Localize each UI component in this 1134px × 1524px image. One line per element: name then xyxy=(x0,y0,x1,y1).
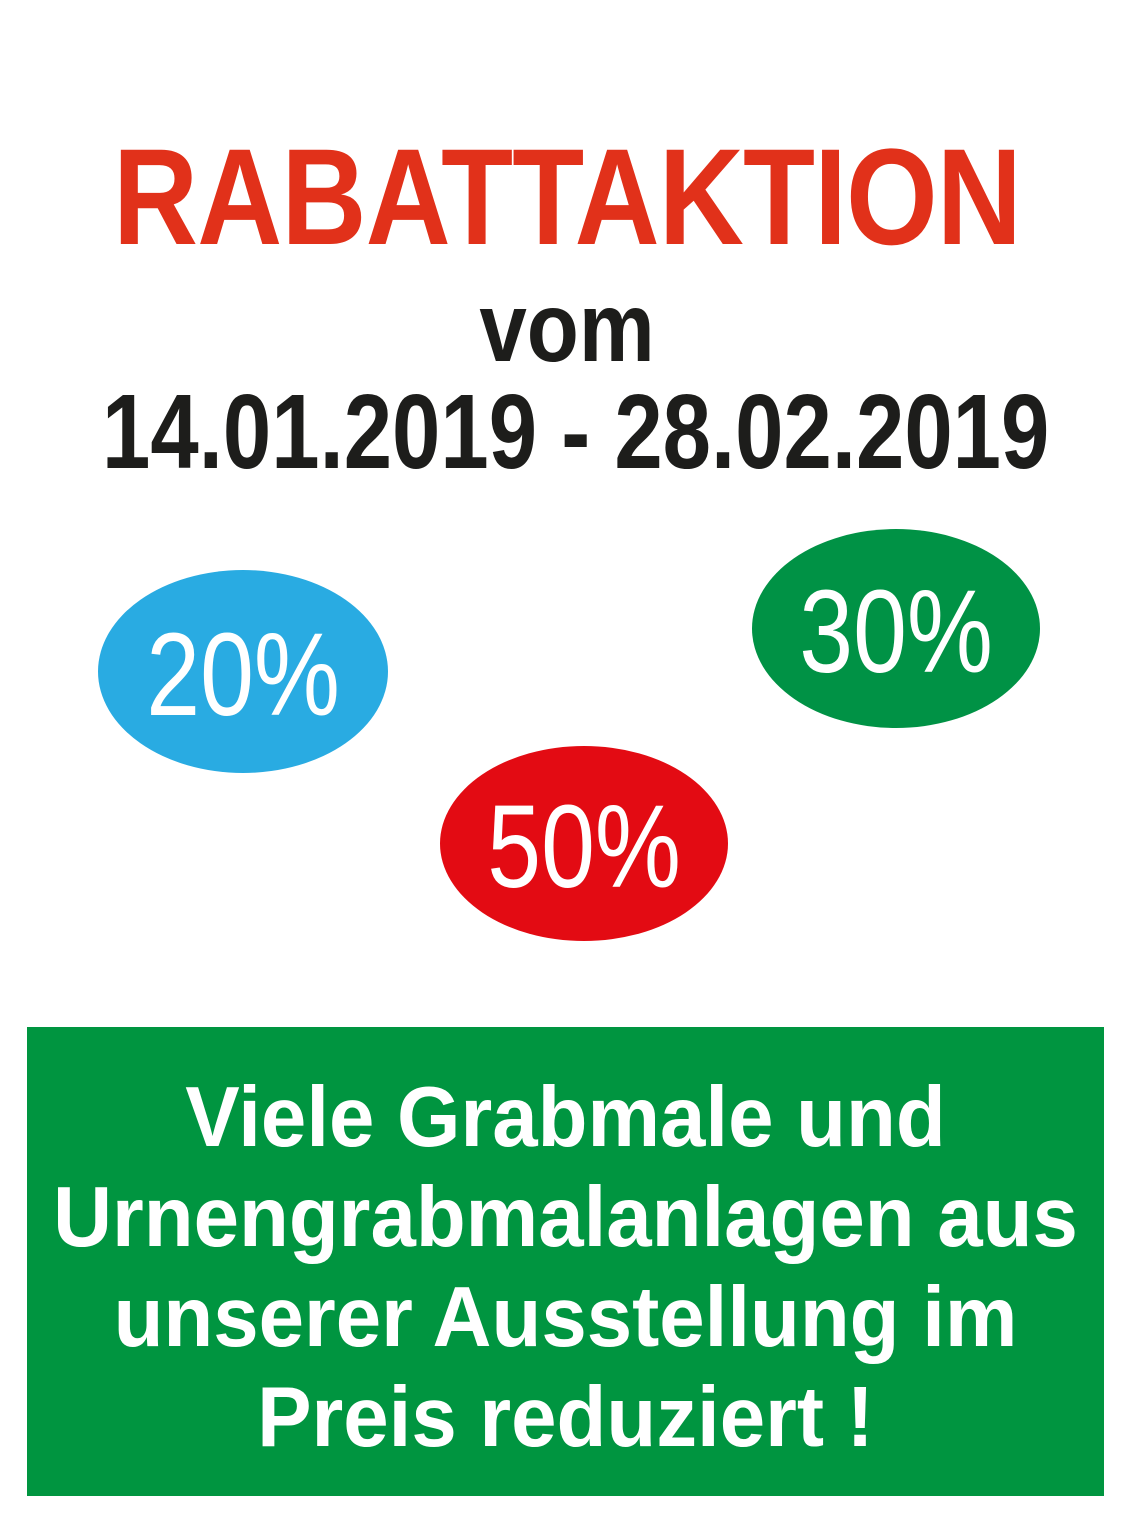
date-range: 14.01.2019 - 28.02.2019 xyxy=(102,373,1050,491)
promo-banner-line: unserer Ausstellung im xyxy=(113,1270,1018,1365)
discount-badge-20-label: 20% xyxy=(146,608,340,741)
subtitle-vom: vom xyxy=(479,272,655,382)
discount-badge-50: 50% xyxy=(440,746,728,941)
page-title: RABATTAKTION xyxy=(112,121,1022,274)
promo-banner-line: Viele Grabmale und xyxy=(185,1070,946,1165)
promo-banner: Viele Grabmale und Urnengrabmalanlagen a… xyxy=(27,1027,1104,1496)
discount-badge-30-label: 30% xyxy=(799,565,993,698)
discount-badge-30: 30% xyxy=(752,529,1040,728)
discount-badge-50-label: 50% xyxy=(487,780,681,913)
promo-banner-line: Urnengrabmalanlagen aus xyxy=(53,1170,1078,1265)
discount-badge-20: 20% xyxy=(98,570,388,773)
promo-banner-line: Preis reduziert ! xyxy=(257,1370,874,1465)
